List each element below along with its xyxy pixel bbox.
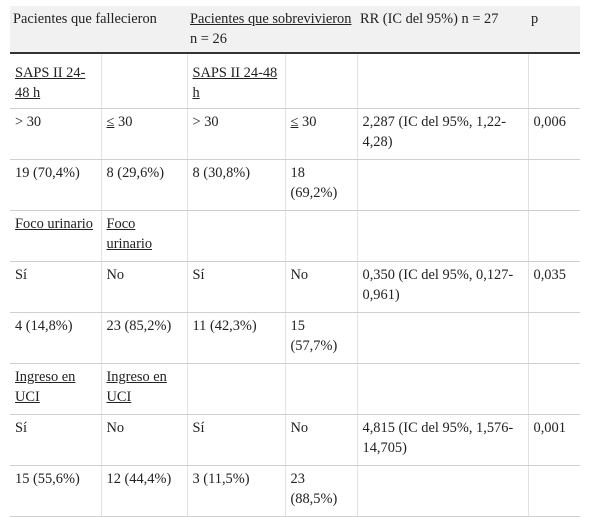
table-cell: [356, 159, 529, 211]
table-cell: 8 (29,6%): [100, 159, 187, 211]
table-cell: 4 (14,8%): [10, 312, 101, 364]
table-cell: [356, 312, 529, 364]
results-table: Pacientes que fallecieron Pacientes que …: [10, 6, 581, 517]
table-cell: No: [100, 261, 187, 313]
table-cell: [527, 53, 581, 109]
table-row: 4 (14,8%) 23 (85,2%) 11 (42,3%) 15 (57,7…: [10, 312, 581, 364]
table-cell: Foco urinario: [10, 210, 101, 262]
table-cell: Sí: [186, 414, 285, 466]
table-cell: Foco urinario: [100, 210, 187, 262]
table-cell: [527, 312, 581, 364]
table-row: Ingreso en UCI Ingreso en UCI: [10, 363, 581, 415]
table-row: 15 (55,6%) 12 (44,4%) 3 (11,5%) 23 (88,5…: [10, 465, 581, 517]
table-cell: [100, 53, 187, 109]
table-cell: Sí: [186, 261, 285, 313]
table-row: > 30 ≤ 30 > 30 ≤ 30 2,287 (IC del 95%, 1…: [10, 108, 581, 160]
table-cell: [284, 210, 358, 262]
table-cell: 19 (70,4%): [10, 159, 101, 211]
le-symbol: ≤: [290, 114, 299, 130]
table-cell: ≤ 30: [100, 108, 187, 160]
table-cell: ≤ 30: [284, 108, 358, 160]
table-cell: 4,815 (IC del 95%, 1,576-14,705): [356, 414, 529, 466]
table-cell: Ingreso en UCI: [10, 363, 101, 415]
table-cell: [356, 363, 529, 415]
table-cell: SAPS II 24-48 h: [186, 53, 285, 109]
table-cell: SAPS II 24-48 h: [10, 53, 101, 109]
table-cell: > 30: [186, 108, 285, 160]
header-p: p: [528, 6, 581, 54]
table-cell: [527, 465, 581, 517]
header-survivors-n: n = 26: [190, 31, 227, 47]
table-cell: 0,001: [527, 414, 581, 466]
table-cell: 15 (55,6%): [10, 465, 101, 517]
table-cell: [284, 53, 358, 109]
table-header-row: Pacientes que fallecieron Pacientes que …: [10, 6, 581, 54]
table-cell: Ingreso en UCI: [100, 363, 187, 415]
table-cell: 11 (42,3%): [186, 312, 285, 364]
table-cell: 23 (85,2%): [100, 312, 187, 364]
table-cell: 2,287 (IC del 95%, 1,22-4,28): [356, 108, 529, 160]
table-row: Sí No Sí No 4,815 (IC del 95%, 1,576-14,…: [10, 414, 581, 466]
table-cell: 8 (30,8%): [186, 159, 285, 211]
table-cell: [527, 159, 581, 211]
table-row: Foco urinario Foco urinario: [10, 210, 581, 262]
table-cell: [527, 363, 581, 415]
table-cell: 0,006: [527, 108, 581, 160]
table-cell: 23 (88,5%): [284, 465, 358, 517]
table-cell: [186, 210, 285, 262]
table-cell: [527, 210, 581, 262]
table-row: SAPS II 24-48 h SAPS II 24-48 h: [10, 53, 581, 109]
table-cell: 12 (44,4%): [100, 465, 187, 517]
table-cell: No: [100, 414, 187, 466]
table-row: 19 (70,4%) 8 (29,6%) 8 (30,8%) 18 (69,2%…: [10, 159, 581, 211]
header-rr: RR (IC del 95%) n = 27: [357, 6, 529, 54]
table-cell: 0,350 (IC del 95%, 0,127-0,961): [356, 261, 529, 313]
table-cell: [356, 210, 529, 262]
table-cell: [186, 363, 285, 415]
le-symbol: ≤: [106, 114, 115, 130]
header-survivors-label: Pacientes que sobrevivieron: [190, 11, 352, 27]
table-cell: > 30: [10, 108, 101, 160]
table-cell: 0,035: [527, 261, 581, 313]
table-cell: 18 (69,2%): [284, 159, 358, 211]
table-cell: No: [284, 414, 358, 466]
table-cell: 3 (11,5%): [186, 465, 285, 517]
table-cell: Sí: [10, 414, 101, 466]
table-cell: [356, 465, 529, 517]
table-row: Sí No Sí No 0,350 (IC del 95%, 0,127-0,9…: [10, 261, 581, 313]
table-cell: [356, 53, 529, 109]
table-cell: 15 (57,7%): [284, 312, 358, 364]
header-survivors: Pacientes que sobrevivieron n = 26: [187, 6, 358, 54]
header-deceased: Pacientes que fallecieron: [10, 6, 187, 54]
table-cell: No: [284, 261, 358, 313]
table-cell: [284, 363, 358, 415]
table-cell: Sí: [10, 261, 101, 313]
